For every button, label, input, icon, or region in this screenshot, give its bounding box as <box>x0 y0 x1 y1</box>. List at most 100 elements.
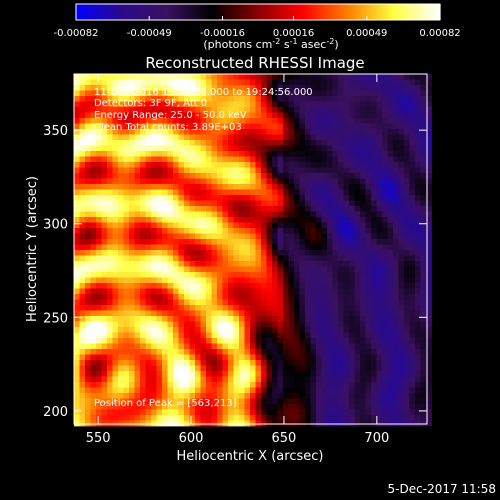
heatmap-cell <box>178 118 185 124</box>
heatmap-cell <box>338 321 344 328</box>
heatmap-cell <box>206 387 212 394</box>
heatmap-cell <box>398 74 405 80</box>
heatmap-cell <box>266 332 273 339</box>
heatmap-cell <box>173 156 179 163</box>
heatmap-cell <box>349 211 355 218</box>
heatmap-cell <box>178 228 185 234</box>
heatmap-cell <box>244 162 251 168</box>
heatmap-cell <box>382 145 388 152</box>
heatmap-cell <box>167 140 174 146</box>
heatmap-cell <box>360 173 366 179</box>
heatmap-cell <box>85 343 91 350</box>
heatmap-cell <box>189 85 196 91</box>
heatmap-cell <box>332 79 339 86</box>
heatmap-cell <box>272 217 278 223</box>
heatmap-cell <box>145 332 152 339</box>
heatmap-cell <box>415 294 421 300</box>
heatmap-cell <box>426 90 432 97</box>
heatmap-cell <box>327 96 333 102</box>
heatmap-cell <box>123 101 130 108</box>
heatmap-cell <box>74 145 80 152</box>
heatmap-cell <box>107 310 113 317</box>
heatmap-cell <box>184 156 190 163</box>
heatmap-cell <box>321 211 328 218</box>
heatmap-cell <box>261 96 267 102</box>
heatmap-cell <box>277 222 284 229</box>
heatmap-cell <box>255 349 262 355</box>
heatmap-cell <box>321 85 328 91</box>
heatmap-cell <box>140 79 146 86</box>
heatmap-cell <box>162 371 168 377</box>
heatmap-cell <box>294 398 300 405</box>
heatmap-cell <box>294 112 300 119</box>
heatmap-cell <box>283 200 289 207</box>
heatmap-cell <box>426 305 432 311</box>
heatmap-cell <box>167 233 174 240</box>
heatmap-cell <box>96 376 102 383</box>
heatmap-cell <box>338 228 344 234</box>
heatmap-cell <box>233 294 240 300</box>
heatmap-cell <box>371 327 377 333</box>
colorbar-segment <box>230 4 233 20</box>
heatmap-cell <box>310 277 317 284</box>
colorbar-segment <box>432 4 435 20</box>
heatmap-cell <box>129 261 135 267</box>
heatmap-cell <box>74 173 80 179</box>
heatmap-cell <box>305 343 311 350</box>
heatmap-cell <box>195 349 201 355</box>
heatmap-cell <box>79 96 86 102</box>
colorbar-segment <box>148 4 151 20</box>
heatmap-cell <box>173 178 179 185</box>
heatmap-cell <box>206 299 212 306</box>
heatmap-cell <box>409 332 416 339</box>
colorbar-segment <box>434 4 437 20</box>
heatmap-cell <box>316 255 322 262</box>
heatmap-cell <box>189 261 196 267</box>
colorbar-segment <box>348 4 351 20</box>
heatmap-cell <box>79 283 86 289</box>
heatmap-cell <box>294 321 300 328</box>
heatmap-cell <box>255 129 262 135</box>
heatmap-cell <box>90 415 97 421</box>
heatmap-cell <box>211 151 218 157</box>
heatmap-cell <box>288 156 295 163</box>
heatmap-cell <box>365 343 372 350</box>
heatmap-cell <box>222 277 229 284</box>
heatmap-cell <box>360 398 366 405</box>
heatmap-cell <box>272 393 278 399</box>
heatmap-cell <box>409 338 416 344</box>
heatmap-cell <box>173 118 179 124</box>
heatmap-cell <box>129 250 135 256</box>
heatmap-cell <box>173 96 179 102</box>
heatmap-cell <box>85 162 91 168</box>
heatmap-cell <box>178 217 185 223</box>
colorbar-segment <box>370 4 373 20</box>
heatmap-cell <box>420 222 427 229</box>
heatmap-cell <box>382 321 388 328</box>
heatmap-cell <box>129 156 135 163</box>
heatmap-cell <box>178 277 185 284</box>
heatmap-cell <box>371 145 377 152</box>
heatmap-cell <box>321 266 328 273</box>
heatmap-cell <box>255 239 262 245</box>
heatmap-cell <box>90 211 97 218</box>
heatmap-cell <box>415 200 421 207</box>
heatmap-cell <box>195 211 201 218</box>
heatmap-cell <box>233 332 240 339</box>
heatmap-cell <box>360 299 366 306</box>
heatmap-cell <box>156 145 163 152</box>
heatmap-cell <box>222 134 229 141</box>
heatmap-cell <box>167 316 174 322</box>
heatmap-cell <box>151 382 157 388</box>
heatmap-cell <box>184 129 190 135</box>
heatmap-cell <box>272 338 278 344</box>
colorbar-segment <box>160 4 163 20</box>
heatmap-cell <box>151 371 157 377</box>
heatmap-cell <box>343 393 350 399</box>
heatmap-cell <box>261 217 267 223</box>
heatmap-cell <box>255 338 262 344</box>
heatmap-cell <box>321 184 328 190</box>
heatmap-cell <box>217 145 223 152</box>
heatmap-cell <box>195 228 201 234</box>
heatmap-cell <box>112 316 119 322</box>
